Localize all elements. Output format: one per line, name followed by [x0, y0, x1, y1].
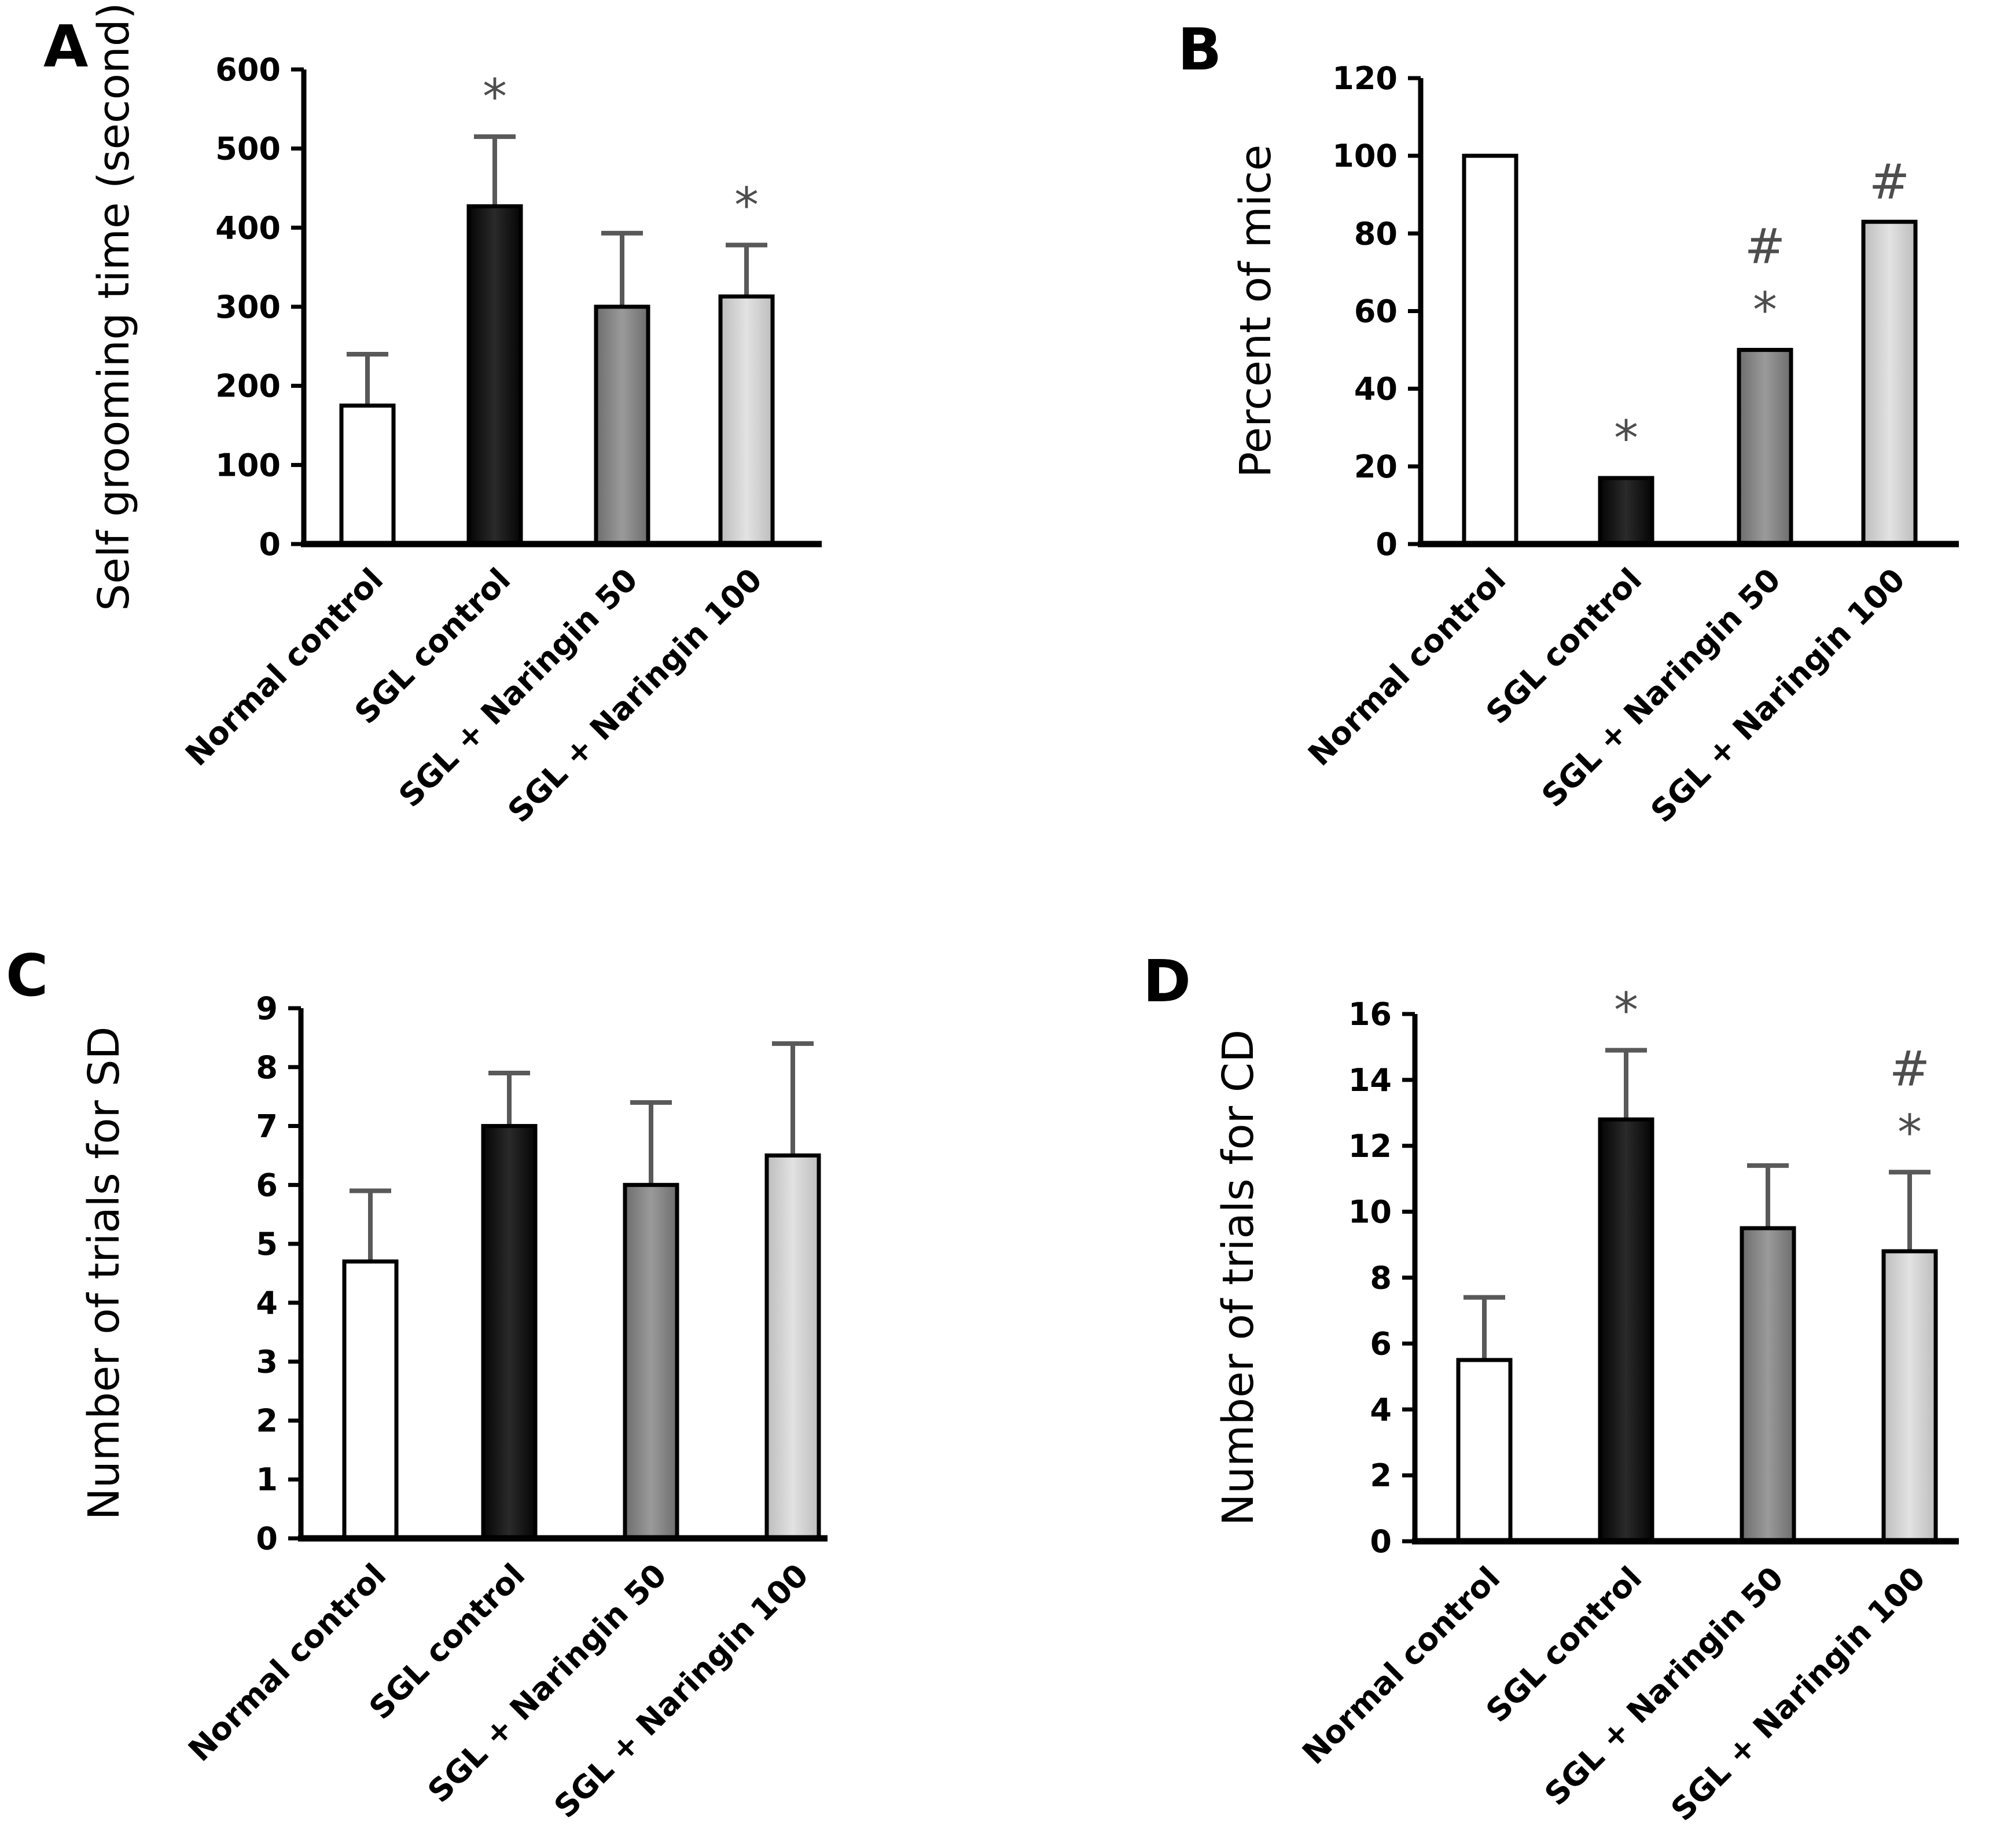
panel-b-bar-0 [1462, 153, 1518, 546]
panel-b-annotation-2-1: # [1745, 218, 1785, 275]
panel-b-bar-2 [1737, 348, 1793, 546]
panel-b: B * * # #0 20 40 60 80 100 120 Percent of mice Norm… [1178, 16, 1959, 829]
panel-d-y-tick-label-8: 16 [1348, 996, 1392, 1033]
panel-c-y-tick-label-8: 8 [256, 1049, 278, 1086]
panel-d-bar-2 [1740, 1226, 1796, 1544]
panel-c-category-label-0: Normal control [181, 1557, 393, 1769]
panel-c-y-tick-label-3: 3 [256, 1344, 278, 1380]
panel-a-bar-2 [594, 304, 650, 546]
panel-c-category-label-2: SGL + Naringin 50 [421, 1557, 674, 1810]
panel-a-letter: A [43, 13, 88, 80]
panel-d-bar-0 [1456, 1358, 1513, 1544]
panel-a-annotation-3-0: * [734, 177, 759, 233]
panel-a-category-label-3: SGL + Naringin 100 [501, 561, 769, 830]
panel-c-y-tick-label-7: 7 [256, 1108, 278, 1145]
panel-b-y-tick-label-3: 60 [1354, 293, 1398, 330]
panel-b-category-label-0: Normal control [1301, 561, 1513, 773]
panel-a-y-tick-label-4: 400 [215, 210, 281, 246]
panel-a-bar-3 [718, 294, 775, 546]
panel-a-bar-0 [339, 403, 396, 546]
panel-b-annotation-2-0: * [1753, 282, 1777, 339]
panel-a-y-tick-label-1: 100 [215, 447, 281, 483]
panel-c-bar-0 [342, 1259, 399, 1541]
panel-b-y-tick-label-1: 20 [1354, 449, 1398, 485]
panel-a-y-tick-label-0: 0 [259, 526, 281, 563]
panel-b-y-tick-label-6: 120 [1332, 60, 1398, 97]
panel-d-y-tick-label-4: 8 [1370, 1260, 1392, 1296]
panel-a-y-tick-label-6: 600 [215, 52, 281, 88]
panel-a-y-tick-label-3: 300 [215, 289, 281, 325]
panel-b-y-tick-label-5: 100 [1332, 138, 1398, 174]
panel-b-y-tick-label-4: 80 [1354, 215, 1398, 252]
panel-d-category-label-2: SGL + Naringin 50 [1538, 1560, 1790, 1813]
panel-c-y-tick-label-0: 0 [256, 1520, 278, 1557]
panel-a: A * * 0 100 200 300 400 500 600 Self grooming tim… [43, 2, 822, 829]
panel-c: C 0 1 2 3 4 5 6 7 8 9 Number of trials for SD Norma… [6, 942, 828, 1825]
panel-a-annotation-1-0: * [483, 68, 507, 125]
panel-d-category-label-3: SGL + Naringin 100 [1664, 1560, 1932, 1828]
panel-d-annotation-1-0: * [1614, 982, 1638, 1039]
panel-c-letter: C [6, 942, 48, 1009]
panel-d-y-tick-label-1: 2 [1370, 1457, 1392, 1494]
panel-d-annotation-3-0: * [1898, 1104, 1922, 1160]
panel-c-y-axis-title: Number of trials for SD [79, 1027, 129, 1520]
panel-b-y-tick-label-0: 0 [1376, 526, 1398, 563]
panel-d-bar-1 [1598, 1117, 1654, 1544]
panel-c-y-tick-label-6: 6 [256, 1167, 278, 1203]
panel-b-y-tick-label-2: 40 [1354, 371, 1398, 407]
panel-b-annotation-3-0: # [1869, 153, 1910, 210]
panel-d: D * * #0 2 4 6 8 10 12 14 16 Number of trials for C… [1143, 947, 1959, 1828]
panel-b-category-label-2: SGL + Naringin 50 [1535, 561, 1788, 814]
panel-d-y-tick-label-2: 4 [1370, 1391, 1392, 1428]
panel-c-bar-2 [623, 1182, 679, 1541]
panel-b-y-axis-title: Percent of mice [1231, 145, 1281, 478]
panel-b-bar-1 [1598, 476, 1654, 546]
panel-d-y-tick-label-0: 0 [1370, 1523, 1392, 1560]
panel-c-y-tick-label-4: 4 [256, 1285, 278, 1321]
panel-d-letter: D [1143, 947, 1191, 1015]
panel-c-bar-3 [764, 1153, 821, 1541]
panel-b-annotation-1-0: * [1614, 410, 1638, 466]
panel-c-y-tick-label-2: 2 [256, 1402, 278, 1439]
panel-c-category-label-3: SGL + Naringin 100 [547, 1557, 815, 1825]
panel-d-category-label-0: Normal control [1295, 1560, 1507, 1772]
panel-b-category-label-3: SGL + Naringin 100 [1643, 561, 1912, 830]
panel-b-bar-3 [1861, 219, 1918, 546]
panel-a-y-axis-title: Self grooming time (second) [89, 2, 139, 611]
panel-d-y-axis-title: Number of trials for CD [1214, 1030, 1263, 1526]
panel-d-annotation-3-1: # [1889, 1040, 1930, 1097]
panel-d-y-tick-label-5: 10 [1348, 1194, 1392, 1230]
panel-a-category-label-0: Normal control [178, 561, 390, 773]
panel-d-y-tick-label-3: 6 [1370, 1325, 1392, 1362]
panel-c-y-tick-label-5: 5 [256, 1226, 278, 1262]
panel-c-bar-1 [481, 1124, 538, 1541]
panel-d-y-tick-label-7: 14 [1348, 1062, 1392, 1098]
panel-d-y-tick-label-6: 12 [1348, 1128, 1392, 1164]
panel-b-letter: B [1178, 16, 1222, 83]
panel-a-y-tick-label-2: 200 [215, 368, 281, 405]
panel-c-y-tick-label-9: 9 [256, 990, 278, 1027]
panel-a-category-label-2: SGL + Naringin 50 [392, 561, 645, 814]
panel-a-y-tick-label-5: 500 [215, 131, 281, 167]
panel-d-bar-3 [1881, 1249, 1938, 1544]
panel-a-bar-1 [466, 204, 523, 546]
panel-c-y-tick-label-1: 1 [256, 1461, 278, 1498]
